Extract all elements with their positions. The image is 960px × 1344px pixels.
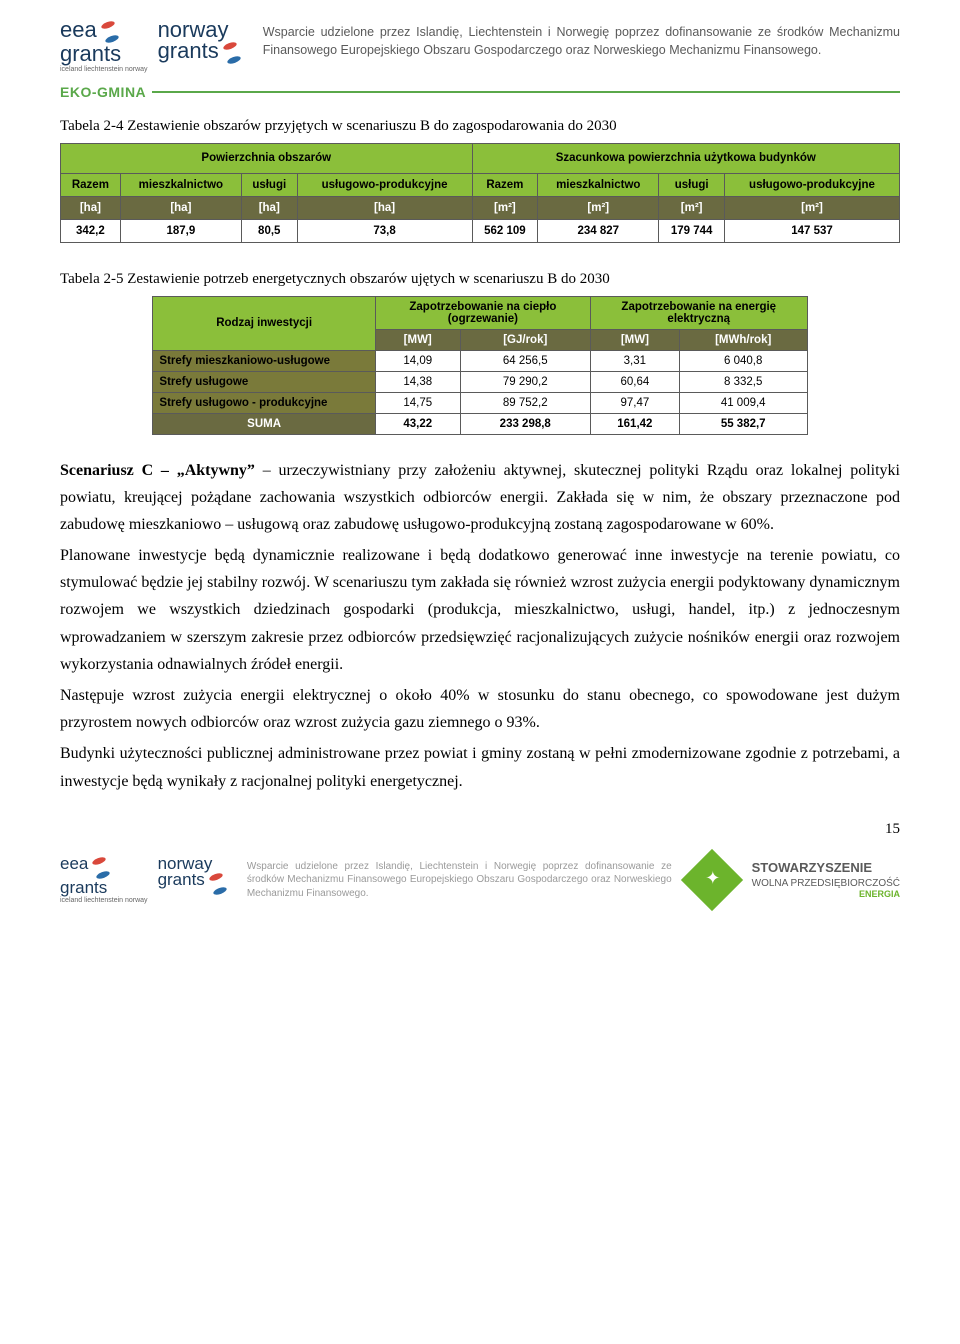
- table1: Powierzchnia obszarów Szacunkowa powierz…: [60, 143, 900, 243]
- paragraph-4: Budynki użyteczności publicznej administ…: [60, 740, 900, 794]
- table2-value: 60,64: [590, 371, 679, 392]
- table1-value: 342,2: [61, 219, 121, 242]
- table2-row-header: Rodzaj inwestycji: [153, 296, 375, 350]
- paragraph-1: Scenariusz C – „Aktywny” – urzeczywistni…: [60, 457, 900, 539]
- swirl-icon: [219, 41, 243, 65]
- table1-group-right: Szacunkowa powierzchnia użytkowa budynkó…: [472, 143, 899, 173]
- norway-grants-logo: norway grants: [158, 20, 243, 74]
- table1-col-header: mieszkalnictwo: [538, 173, 659, 196]
- table2-group2: Zapotrzebowanie na energię elektryczną: [590, 296, 807, 329]
- table1-col-header: Razem: [472, 173, 538, 196]
- swirl-icon: [97, 20, 121, 44]
- table2-row-label: Strefy usługowe: [153, 371, 375, 392]
- table2-unit: [GJ/rok]: [460, 329, 590, 350]
- table-row: Strefy usługowe14,3879 290,260,648 332,5: [153, 371, 807, 392]
- table2-value: 14,38: [375, 371, 460, 392]
- norway-grants-logo: norway grants: [158, 856, 229, 905]
- table2-value: 89 752,2: [460, 392, 590, 413]
- logos: eea grants iceland liechtenstein norway …: [60, 20, 243, 74]
- table2-caption: Tabela 2-5 Zestawienie potrzeb energetyc…: [60, 271, 900, 288]
- table2-value: 6 040,8: [679, 350, 807, 371]
- table1-unit: [ha]: [241, 196, 297, 219]
- table1-value: 179 744: [659, 219, 725, 242]
- eea-grants-logo: eea grants iceland liechtenstein norway: [60, 20, 148, 74]
- table1-unit: [m²]: [472, 196, 538, 219]
- divider-line: [152, 91, 900, 93]
- paragraph-3: Następuje wzrost zużycia energii elektry…: [60, 682, 900, 736]
- table1-value: 80,5: [241, 219, 297, 242]
- table1-value: 234 827: [538, 219, 659, 242]
- swirl-icon: [205, 872, 229, 896]
- page-footer: eea grants iceland liechtenstein norway …: [60, 856, 900, 905]
- table2-value: 64 256,5: [460, 350, 590, 371]
- table2-row-label: Strefy mieszkaniowo-usługowe: [153, 350, 375, 371]
- table2-value: 8 332,5: [679, 371, 807, 392]
- logo-text: grants: [60, 41, 121, 66]
- table2-sum-value: 233 298,8: [460, 413, 590, 434]
- table1-unit: [m²]: [724, 196, 899, 219]
- table2-row-label: Strefy usługowo - produkcyjne: [153, 392, 375, 413]
- table1-col-header: usługi: [659, 173, 725, 196]
- table1-col-header: usługowo-produkcyjne: [724, 173, 899, 196]
- logo-text: grants: [158, 38, 219, 63]
- table2-value: 41 009,4: [679, 392, 807, 413]
- stowarzyszenie-logo: STOWARZYSZENIE WOLNA PRZEDSIĘBIORCZOŚĆ E…: [752, 861, 900, 899]
- table1-value: 147 537: [724, 219, 899, 242]
- table1-unit: [ha]: [297, 196, 472, 219]
- table2-value: 3,31: [590, 350, 679, 371]
- table1-unit: [m²]: [538, 196, 659, 219]
- table1-value: 73,8: [297, 219, 472, 242]
- table2-unit: [MW]: [590, 329, 679, 350]
- table2-value: 14,75: [375, 392, 460, 413]
- eea-grants-logo: eea grants iceland liechtenstein norway: [60, 856, 148, 905]
- bold-lead: Scenariusz C – „Aktywny”: [60, 462, 255, 479]
- table1-caption: Tabela 2-4 Zestawienie obszarów przyjęty…: [60, 118, 900, 135]
- table1-unit: [m²]: [659, 196, 725, 219]
- table2-group1: Zapotrzebowanie na ciepło (ogrzewanie): [375, 296, 590, 329]
- table2: Rodzaj inwestycji Zapotrzebowanie na cie…: [152, 296, 807, 435]
- table1-unit: [ha]: [120, 196, 241, 219]
- eko-label: EKO-GMINA: [60, 84, 146, 100]
- table1-value: 187,9: [120, 219, 241, 242]
- table2-value: 97,47: [590, 392, 679, 413]
- table1-group-left: Powierzchnia obszarów: [61, 143, 473, 173]
- table2-sum-value: 43,22: [375, 413, 460, 434]
- logo-text: eea: [60, 17, 97, 42]
- table2-unit: [MWh/rok]: [679, 329, 807, 350]
- footer-logos: eea grants iceland liechtenstein norway …: [60, 856, 229, 905]
- table2-value: 79 290,2: [460, 371, 590, 392]
- table2-value: 14,09: [375, 350, 460, 371]
- footer-funding-text: Wsparcie udzielone przez Islandię, Liech…: [247, 860, 672, 901]
- page-header: eea grants iceland liechtenstein norway …: [60, 20, 900, 74]
- table2-unit: [MW]: [375, 329, 460, 350]
- table-row: Strefy mieszkaniowo-usługowe14,0964 256,…: [153, 350, 807, 371]
- logo-subtext: iceland liechtenstein norway: [60, 67, 148, 74]
- diamond-icon: [681, 849, 743, 911]
- table1-value: 562 109: [472, 219, 538, 242]
- paragraph-2: Planowane inwestycje będą dynamicznie re…: [60, 542, 900, 678]
- eko-divider: EKO-GMINA: [60, 84, 900, 100]
- table1-col-header: usługi: [241, 173, 297, 196]
- table1-col-header: Razem: [61, 173, 121, 196]
- table-row: Strefy usługowo - produkcyjne14,7589 752…: [153, 392, 807, 413]
- table1-col-header: usługowo-produkcyjne: [297, 173, 472, 196]
- table2-sum-value: 161,42: [590, 413, 679, 434]
- table1-col-header: mieszkalnictwo: [120, 173, 241, 196]
- swirl-icon: [88, 856, 112, 880]
- table2-sum-label: SUMA: [153, 413, 375, 434]
- table1-unit: [ha]: [61, 196, 121, 219]
- header-funding-text: Wsparcie udzielone przez Islandię, Liech…: [263, 20, 900, 59]
- table2-sum-value: 55 382,7: [679, 413, 807, 434]
- body-text: Scenariusz C – „Aktywny” – urzeczywistni…: [60, 457, 900, 795]
- page-number: 15: [60, 821, 900, 838]
